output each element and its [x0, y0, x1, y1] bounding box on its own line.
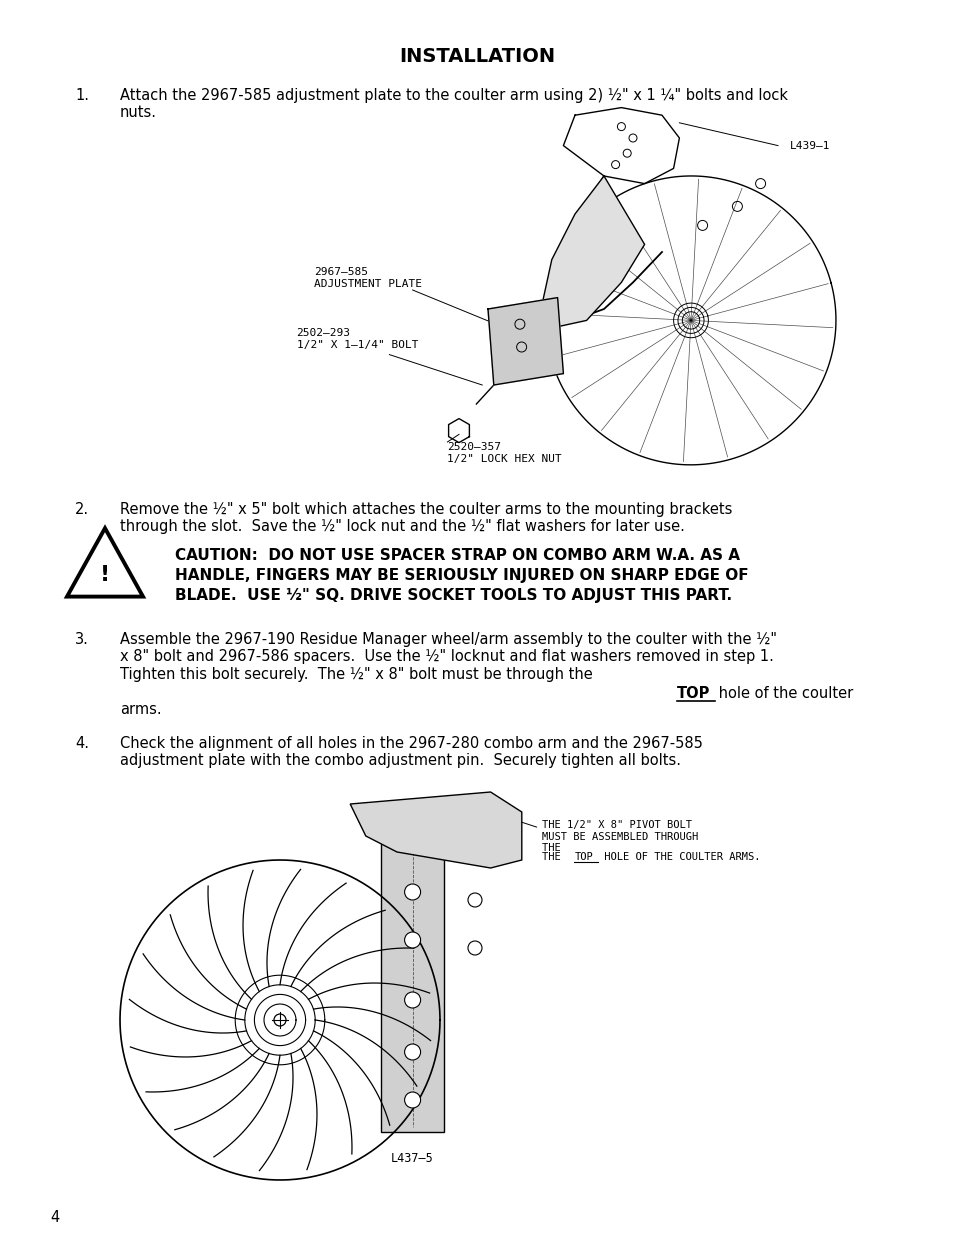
Text: CAUTION:  DO NOT USE SPACER STRAP ON COMBO ARM W.A. AS A
HANDLE, FINGERS MAY BE : CAUTION: DO NOT USE SPACER STRAP ON COMB…: [174, 548, 748, 603]
Text: 2502–293
1/2" X 1–1/4" BOLT: 2502–293 1/2" X 1–1/4" BOLT: [296, 329, 417, 350]
Polygon shape: [67, 529, 143, 597]
Text: Check the alignment of all holes in the 2967-280 combo arm and the 2967-585
adju: Check the alignment of all holes in the …: [120, 736, 702, 768]
Text: hole of the coulter: hole of the coulter: [713, 685, 852, 701]
Circle shape: [468, 941, 481, 955]
Text: 2967–585
ADJUSTMENT PLATE: 2967–585 ADJUSTMENT PLATE: [314, 267, 421, 289]
Text: THE: THE: [542, 852, 567, 862]
Circle shape: [404, 1044, 420, 1060]
Circle shape: [404, 932, 420, 948]
Circle shape: [404, 1092, 420, 1108]
Text: 4.: 4.: [75, 736, 89, 751]
Text: !: !: [100, 564, 110, 585]
Polygon shape: [539, 177, 644, 329]
Text: 3.: 3.: [75, 632, 89, 647]
Circle shape: [404, 992, 420, 1008]
Text: L439–1: L439–1: [789, 141, 829, 151]
Text: 1.: 1.: [75, 88, 89, 103]
Text: Attach the 2967-585 adjustment plate to the coulter arm using 2) ½" x 1 ¼" bolts: Attach the 2967-585 adjustment plate to …: [120, 88, 787, 120]
Text: 4: 4: [50, 1210, 59, 1225]
Text: 2.: 2.: [75, 501, 89, 517]
Text: HOLE OF THE COULTER ARMS.: HOLE OF THE COULTER ARMS.: [598, 852, 760, 862]
Text: Remove the ½" x 5" bolt which attaches the coulter arms to the mounting brackets: Remove the ½" x 5" bolt which attaches t…: [120, 501, 732, 535]
Text: THE 1/2" X 8" PIVOT BOLT
MUST BE ASSEMBLED THROUGH
THE: THE 1/2" X 8" PIVOT BOLT MUST BE ASSEMBL…: [542, 820, 698, 853]
Text: TOP: TOP: [677, 685, 710, 701]
Text: INSTALLATION: INSTALLATION: [398, 47, 555, 65]
Polygon shape: [488, 298, 563, 385]
Text: L437–5: L437–5: [391, 1152, 434, 1165]
Text: Assemble the 2967-190 Residue Manager wheel/arm assembly to the coulter with the: Assemble the 2967-190 Residue Manager wh…: [120, 632, 776, 682]
Polygon shape: [350, 792, 521, 868]
Circle shape: [404, 884, 420, 900]
Circle shape: [468, 893, 481, 906]
Text: arms.: arms.: [120, 701, 161, 718]
Text: TOP: TOP: [574, 852, 593, 862]
Text: 2520–357
1/2" LOCK HEX NUT: 2520–357 1/2" LOCK HEX NUT: [447, 442, 561, 463]
FancyBboxPatch shape: [381, 811, 443, 1132]
